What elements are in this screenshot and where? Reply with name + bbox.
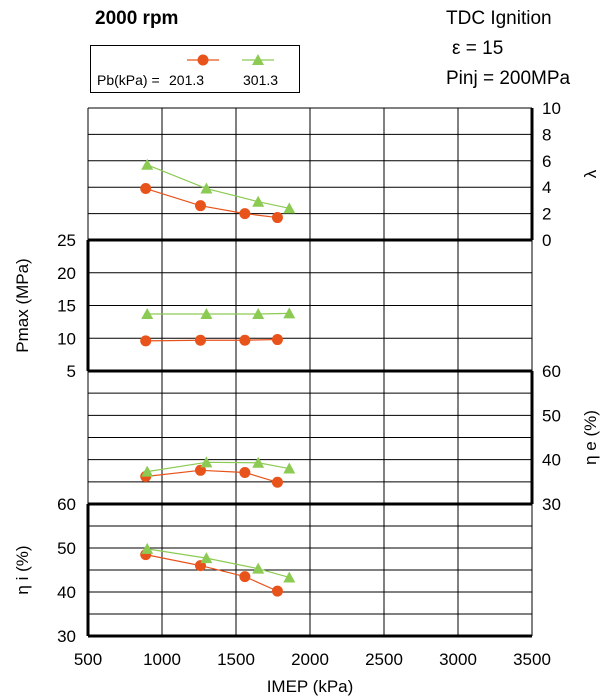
y-tick-label-eta_e: 60 (542, 362, 561, 381)
y-tick-label-eta_e: 40 (542, 451, 561, 470)
data-point-201.3-lambda (239, 208, 251, 220)
x-tick-label: 1500 (217, 650, 255, 669)
x-tick-label: 2000 (291, 650, 329, 669)
y-axis-title-lambda: λ (581, 169, 600, 178)
data-point-301.3-pmax (141, 308, 154, 320)
series-line-201.3-lambda (145, 187, 278, 219)
data-point-201.3-eta_e (239, 467, 251, 479)
data-point-301.3-eta_i (200, 552, 213, 564)
x-tick-label: 1000 (143, 650, 181, 669)
y-tick-label-pmax: 5 (67, 362, 76, 381)
data-point-301.3-pmax (283, 307, 296, 319)
y-tick-label-eta_e: 50 (542, 406, 561, 425)
y-axis-title-eta_e: η e (%) (581, 410, 600, 465)
data-point-201.3-lambda (140, 183, 152, 195)
y-tick-label-pmax: 15 (57, 297, 76, 316)
y-tick-label-pmax: 20 (57, 264, 76, 283)
x-tick-label: 2500 (365, 650, 403, 669)
y-tick-label-lambda: 6 (542, 152, 551, 171)
series-line-201.3-eta_e (145, 469, 278, 483)
data-point-201.3-eta_i (239, 571, 251, 583)
y-tick-label-pmax: 25 (57, 231, 76, 250)
ignition-label: TDC Ignition (446, 8, 552, 29)
series-line-301.3-lambda (146, 164, 290, 209)
legend-marker-301 (252, 54, 264, 65)
y-tick-label-eta_i: 40 (57, 583, 76, 602)
data-point-301.3-lambda (200, 182, 213, 194)
y-tick-label-eta_e: 30 (542, 495, 561, 514)
legend-label-201: 201.3 (169, 72, 205, 88)
x-axis-title: IMEP (kPa) (267, 677, 354, 696)
data-point-301.3-eta_i (252, 562, 265, 574)
data-point-301.3-eta_i (283, 571, 296, 583)
legend-marker-201 (197, 54, 209, 66)
x-tick-label: 500 (74, 650, 102, 669)
y-tick-label-lambda: 0 (542, 231, 551, 250)
data-point-301.3-eta_e (252, 456, 265, 468)
y-tick-label-eta_i: 30 (57, 627, 76, 646)
y-tick-label-lambda: 10 (542, 99, 561, 118)
y-tick-label-pmax: 10 (57, 329, 76, 348)
data-point-301.3-lambda (141, 158, 154, 170)
x-tick-label: 3500 (513, 650, 551, 669)
data-point-201.3-eta_e (194, 464, 206, 476)
series-line-301.3-pmax (147, 312, 290, 315)
y-tick-label-eta_i: 50 (57, 539, 76, 558)
data-point-301.3-lambda (283, 202, 296, 214)
y-tick-label-eta_i: 60 (57, 495, 76, 514)
data-point-201.3-pmax (271, 334, 283, 346)
series-line-201.3-eta_i (145, 554, 278, 592)
data-point-201.3-lambda (271, 212, 283, 224)
legend-prefix: Pb(kPa) = (97, 72, 160, 88)
series-line-201.3-pmax (145, 338, 278, 342)
x-tick-label: 3000 (439, 650, 477, 669)
legend-label-301: 301.3 (243, 72, 279, 88)
series-line-301.3-eta_e (147, 461, 290, 473)
data-point-201.3-pmax (239, 334, 251, 346)
data-point-201.3-eta_e (271, 476, 283, 488)
speed-title: 2000 rpm (95, 8, 179, 29)
y-tick-label-lambda: 4 (542, 178, 551, 197)
data-point-301.3-eta_e (200, 456, 213, 468)
data-point-301.3-eta_e (141, 465, 154, 477)
y-tick-label-lambda: 8 (542, 125, 551, 144)
compression-ratio-label: ε = 15 (452, 38, 504, 59)
y-axis-title-eta_i: η i (%) (13, 545, 32, 594)
y-tick-label-lambda: 2 (542, 205, 551, 224)
legend-markers (187, 54, 274, 66)
series-line-301.3-eta_i (147, 548, 290, 579)
y-axis-title-pmax: Pmax (MPa) (13, 258, 32, 352)
data-point-201.3-eta_i (271, 585, 283, 597)
data-point-301.3-eta_i (141, 542, 154, 554)
data-point-301.3-eta_e (283, 462, 296, 474)
data-point-301.3-pmax (200, 308, 213, 320)
data-point-301.3-lambda (252, 195, 265, 207)
data-point-201.3-pmax (140, 335, 152, 347)
data-point-201.3-lambda (194, 200, 206, 212)
data-point-301.3-pmax (252, 308, 265, 320)
injection-pressure-label: Pinj = 200MPa (446, 68, 571, 89)
legend: Pb(kPa) = 201.3 301.3 (90, 45, 300, 93)
data-point-201.3-pmax (194, 334, 206, 346)
